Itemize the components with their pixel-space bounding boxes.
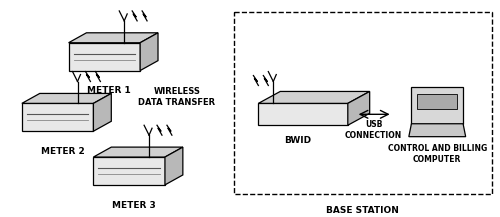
Text: USB
CONNECTION: USB CONNECTION [345,120,403,140]
Polygon shape [140,33,158,71]
Polygon shape [94,94,112,131]
Polygon shape [22,103,94,131]
Polygon shape [412,87,463,124]
Text: METER 2: METER 2 [40,147,84,156]
Polygon shape [258,91,370,103]
Text: CONTROL AND BILLING
COMPUTER: CONTROL AND BILLING COMPUTER [388,144,487,164]
Polygon shape [68,33,158,43]
Text: WIRELESS
DATA TRANSFER: WIRELESS DATA TRANSFER [138,87,216,107]
Text: BWID: BWID [284,136,312,145]
Bar [234,12,492,194]
Polygon shape [165,147,183,185]
Polygon shape [68,43,140,71]
Text: BASE STATION: BASE STATION [326,206,399,215]
Polygon shape [409,124,466,137]
Polygon shape [94,147,183,157]
Polygon shape [348,91,370,125]
Text: METER 3: METER 3 [112,201,156,210]
Polygon shape [418,94,457,109]
Polygon shape [258,103,348,125]
Text: METER 1: METER 1 [88,87,131,95]
Polygon shape [94,157,165,185]
Polygon shape [22,94,112,103]
